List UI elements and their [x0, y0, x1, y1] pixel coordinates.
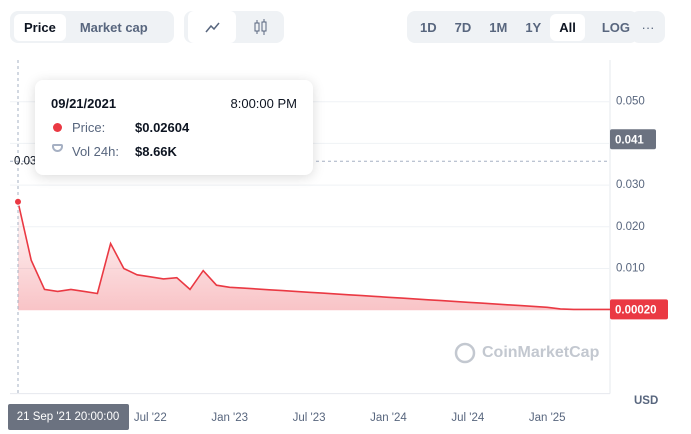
range-button[interactable]: 7D — [454, 19, 472, 35]
x-tick-label: Jan '23 — [211, 412, 248, 424]
tooltip-date: 09/21/2021 — [51, 96, 117, 111]
watermark: CoinMarketCap — [482, 344, 600, 361]
volume-value: $8.66K — [135, 144, 177, 159]
tooltip: 09/21/2021 8:00:00 PM Price: $0.02604 Vo… — [35, 80, 313, 175]
chart-style-group — [184, 11, 284, 43]
hover-point — [14, 197, 22, 206]
price-tag — [610, 129, 656, 150]
range-button[interactable]: 1D — [420, 19, 437, 35]
more-group: ··· — [631, 11, 665, 43]
volume-icon — [52, 144, 63, 152]
price-tag-label: 0.041 — [615, 134, 644, 146]
range-button[interactable]: 1Y — [525, 19, 542, 35]
range-button[interactable]: All — [550, 13, 585, 41]
tab-group: Price Market cap — [10, 11, 174, 43]
tab[interactable]: Price — [14, 13, 66, 41]
y-tick-label: 0.020 — [616, 221, 645, 233]
y-tick-label: 0.050 — [616, 96, 645, 108]
x-tick-label: Jan '25 — [529, 412, 566, 424]
x-tick-label: Jul '23 — [293, 412, 326, 424]
price-tag — [610, 299, 668, 320]
price-value: $0.02604 — [135, 120, 190, 135]
more-button[interactable]: ··· — [641, 19, 655, 35]
price-label: Price: — [72, 120, 106, 135]
x-tick-label: Jul '24 — [451, 412, 484, 424]
line-style-button[interactable] — [188, 11, 236, 43]
watermark-logo — [454, 342, 476, 364]
y-tick-label: 0.030 — [616, 179, 645, 191]
range-button[interactable]: 1M — [489, 19, 508, 35]
currency: USD — [634, 395, 658, 407]
price-dot — [53, 123, 62, 132]
area — [18, 201, 614, 311]
x-tick-label: Jul '22 — [134, 412, 167, 424]
candle-style-button[interactable] — [236, 11, 284, 43]
volume-label: Vol 24h: — [72, 144, 119, 159]
range-group: 1D 7D 1M 1Y All LOG — [407, 11, 638, 43]
price-tag-label: 0.00020 — [615, 304, 657, 316]
range-button[interactable]: LOG — [601, 19, 631, 35]
crosshair-tag-label: 21 Sep '21 20:00:00 — [17, 411, 120, 423]
tooltip-time: 8:00:00 PM — [230, 96, 298, 111]
crosshair-tag — [8, 404, 129, 430]
x-tick-label: Jan '24 — [370, 412, 407, 424]
tab[interactable]: Market cap — [79, 19, 148, 35]
y-tick-label: 0.010 — [616, 263, 645, 275]
price-line — [17, 201, 614, 311]
